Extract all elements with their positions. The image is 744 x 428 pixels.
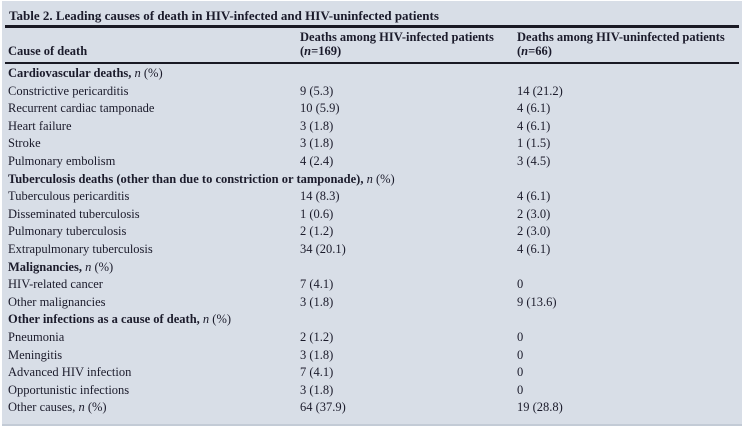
infected-value-cell: 34 (20.1) [300, 241, 346, 256]
table-row: Opportunistic infections 3 (1.8) 0 [2, 382, 742, 400]
uninfected-value-cell: 0 [517, 347, 524, 362]
table-row: Pneumonia 2 (1.2) 0 [2, 329, 742, 347]
cause-cell: Tuberculous pericarditis [8, 189, 130, 204]
uninfected-value-cell: 0 [517, 365, 524, 380]
uninfected-value-cell: 4 (6.1) [517, 118, 551, 133]
uninfected-value-cell [517, 171, 734, 189]
table-body: Cardiovascular deaths, n (%) Constrictiv… [2, 64, 742, 417]
italic-n: n [78, 400, 85, 415]
infected-value-cell [300, 65, 517, 83]
uninfected-value-cell: 0 [517, 382, 524, 397]
uninfected-value-cell [517, 259, 734, 277]
section-row: Malignancies, n (%) [2, 259, 742, 277]
cause-cell: Pneumonia [8, 329, 65, 344]
infected-value-cell: 9 (5.3) [300, 83, 334, 98]
cause-cell: Stroke [8, 136, 41, 151]
uninfected-value-cell: 2 (3.0) [517, 206, 551, 221]
table-row: HIV-related cancer 7 (4.1) 0 [2, 276, 742, 294]
cause-cell: Other infections as a cause of death, n … [8, 312, 232, 327]
cause-cell: Heart failure [8, 118, 72, 133]
table-row: Disseminated tuberculosis 1 (0.6) 2 (3.0… [2, 206, 742, 224]
infected-value-cell: 10 (5.9) [300, 101, 340, 116]
cause-cell: HIV-related cancer [8, 277, 103, 292]
uninfected-value-cell: 19 (28.8) [517, 400, 563, 415]
uninfected-value-cell [517, 65, 734, 83]
infected-value-cell: 4 (2.4) [300, 153, 334, 168]
uninfected-value-cell [517, 311, 734, 329]
uninfected-value-cell: 0 [517, 277, 524, 292]
cause-cell: Opportunistic infections [8, 382, 130, 397]
italic-n: n [366, 171, 373, 186]
table-row: Other malignancies 3 (1.8) 9 (13.6) [2, 294, 742, 312]
section-row: Tuberculosis deaths (other than due to c… [2, 171, 742, 189]
uninfected-value-cell: 14 (21.2) [517, 83, 563, 98]
cause-cell: Extrapulmonary tuberculosis [8, 241, 153, 256]
infected-value-cell: 2 (1.2) [300, 224, 334, 239]
infected-value-cell: 3 (1.8) [300, 118, 334, 133]
uninfected-value-cell: 3 (4.5) [517, 153, 551, 168]
table-row: Constrictive pericarditis 9 (5.3) 14 (21… [2, 83, 742, 101]
cause-cell: Constrictive pericarditis [8, 83, 129, 98]
italic-n: n [202, 312, 210, 327]
uninfected-value-cell: 1 (1.5) [517, 136, 551, 151]
cause-cell: Pulmonary embolism [8, 153, 116, 168]
title-rule [5, 25, 739, 28]
infected-value-cell: 7 (4.1) [300, 365, 334, 380]
section-row: Other infections as a cause of death, n … [2, 311, 742, 329]
table-title: Table 2. Leading causes of death in HIV-… [9, 8, 439, 23]
table-header-row: Cause of death Deaths among HIV-infected… [2, 28, 742, 62]
table-row: Other causes, n (%) 64 (37.9) 19 (28.8) [2, 399, 742, 417]
uninfected-value-cell: 4 (6.1) [517, 189, 551, 204]
infected-value-cell: 64 (37.9) [300, 400, 346, 415]
table-row: Extrapulmonary tuberculosis 34 (20.1) 4 … [2, 241, 742, 259]
table-row: Meningitis 3 (1.8) 0 [2, 347, 742, 365]
infected-value-cell: 3 (1.8) [300, 294, 334, 309]
cause-cell: Malignancies, n (%) [8, 259, 114, 274]
cause-cell: Other malignancies [8, 294, 106, 309]
infected-value-cell [300, 171, 517, 189]
table-row: Pulmonary embolism 4 (2.4) 3 (4.5) [2, 153, 742, 171]
cause-cell: Disseminated tuberculosis [8, 206, 140, 221]
table-row: Tuberculous pericarditis 14 (8.3) 4 (6.1… [2, 188, 742, 206]
table-row: Advanced HIV infection 7 (4.1) 0 [2, 364, 742, 382]
uninfected-value-cell: 2 (3.0) [517, 224, 551, 239]
column-header-infected: Deaths among HIV-infected patients (n=16… [300, 30, 494, 58]
table-row: Heart failure 3 (1.8) 4 (6.1) [2, 118, 742, 136]
column-header-cause: Cause of death [8, 43, 88, 58]
infected-value-cell [300, 259, 517, 277]
table-row: Stroke 3 (1.8) 1 (1.5) [2, 135, 742, 153]
cause-cell: Recurrent cardiac tamponade [8, 101, 155, 116]
cause-cell: Meningitis [8, 347, 63, 362]
infected-value-cell: 3 (1.8) [300, 382, 334, 397]
italic-n: n [304, 43, 312, 58]
infected-value-cell: 3 (1.8) [300, 136, 334, 151]
infected-value-cell: 7 (4.1) [300, 277, 334, 292]
cause-cell: Tuberculosis deaths (other than due to c… [8, 171, 395, 186]
italic-n: n [134, 66, 141, 80]
infected-value-cell: 14 (8.3) [300, 189, 340, 204]
table-row: Recurrent cardiac tamponade 10 (5.9) 4 (… [2, 100, 742, 118]
uninfected-value-cell: 4 (6.1) [517, 241, 551, 256]
cause-cell: Other causes, n (%) [8, 400, 107, 415]
column-header-uninfected: Deaths among HIV-uninfected patients (n=… [517, 30, 725, 58]
infected-value-cell [300, 311, 517, 329]
header-rule [5, 62, 739, 64]
uninfected-value-cell: 9 (13.6) [517, 294, 557, 309]
uninfected-value-cell: 0 [517, 329, 524, 344]
cause-cell: Cardiovascular deaths, n (%) [8, 66, 163, 80]
infected-value-cell: 2 (1.2) [300, 329, 334, 344]
italic-n: n [521, 43, 529, 58]
italic-n: n [85, 259, 92, 274]
section-row: Cardiovascular deaths, n (%) [2, 65, 742, 83]
cause-cell: Pulmonary tuberculosis [8, 224, 127, 239]
uninfected-value-cell: 4 (6.1) [517, 101, 551, 116]
table-row: Pulmonary tuberculosis 2 (1.2) 2 (3.0) [2, 223, 742, 241]
infected-value-cell: 1 (0.6) [300, 206, 334, 221]
infected-value-cell: 3 (1.8) [300, 347, 334, 362]
cause-cell: Advanced HIV infection [8, 365, 132, 380]
